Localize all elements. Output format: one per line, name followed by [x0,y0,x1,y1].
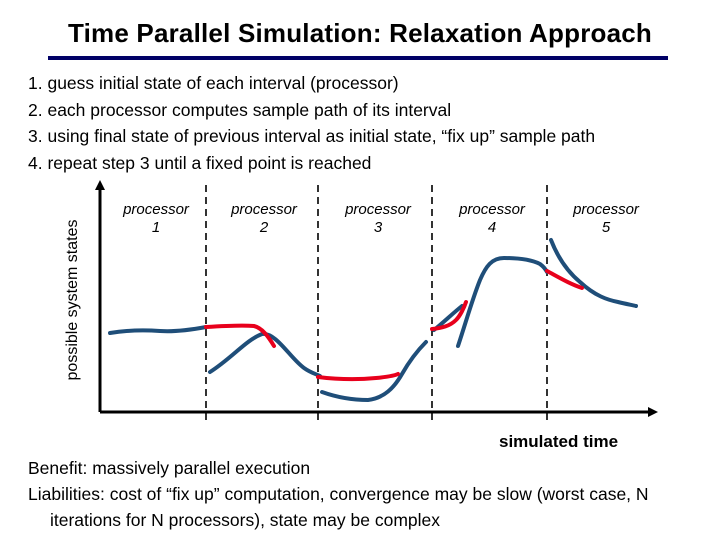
footer-notes: Benefit: massively parallel execution Li… [28,455,688,533]
processor-number-1: 1 [152,219,160,236]
step-4: 4. repeat step 3 until a fixed point is … [28,152,372,173]
sample-path-interval-3 [320,340,428,402]
processor-number-3: 3 [374,219,383,236]
processor-number-5: 5 [602,219,611,236]
steps-list: 1. guess initial state of each interval … [28,70,595,176]
title-underline [48,56,668,60]
benefit-text: Benefit: massively parallel execution [28,458,311,478]
step-2: 2. each processor computes sample path o… [28,99,452,120]
processor-number-2: 2 [259,219,269,236]
processor-label-4: processor [458,201,526,218]
processor-number-4: 4 [488,219,496,236]
processor-label-2: processor [230,201,298,218]
slide-title: Time Parallel Simulation: Relaxation App… [67,18,653,48]
processor-label-5: processor [572,201,640,218]
fixup-path-interval-2 [204,323,276,348]
sample-path-interval-1 [108,325,208,335]
step-1: 1. guess initial state of each interval … [28,73,399,93]
processor-label-1: processor [122,201,190,218]
fixup-path-interval-3 [316,372,400,382]
y-axis-label: possible system states [64,220,81,381]
x-axis-label: simulated time [499,432,618,451]
fixup-path-interval-5 [545,269,584,290]
liabilities-text: Liabilities: cost of “fix up” computatio… [28,484,649,530]
sample-path-interval-4 [432,256,549,348]
step-3: 3. using final state of previous interva… [28,126,596,146]
fixup-path-interval-4 [430,300,468,331]
processor-label-3: processor [344,201,412,218]
sample-path-interval-5 [549,238,638,308]
sample-path-interval-2 [208,332,322,378]
